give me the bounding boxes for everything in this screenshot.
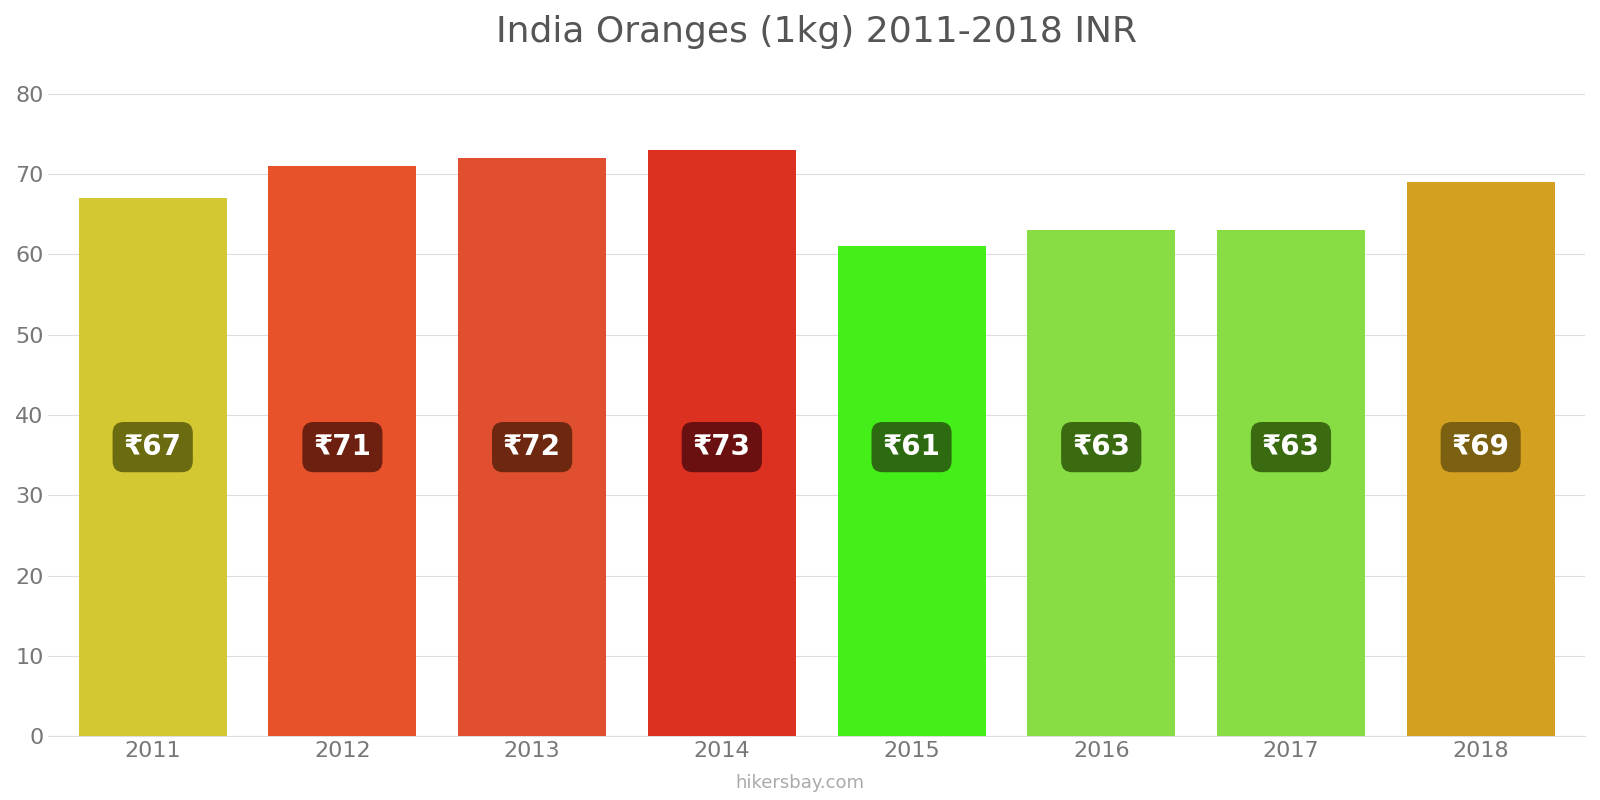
Bar [269,166,416,736]
Text: ₹63: ₹63 [1072,433,1130,461]
Bar [1218,230,1365,736]
Bar [78,198,227,736]
Bar [1406,182,1555,736]
Text: ₹61: ₹61 [883,433,941,461]
Text: ₹72: ₹72 [502,433,562,461]
Text: ₹67: ₹67 [123,433,182,461]
Bar [458,158,606,736]
Text: ₹69: ₹69 [1451,433,1509,461]
Bar [1027,230,1176,736]
Text: ₹73: ₹73 [693,433,750,461]
Text: ₹63: ₹63 [1262,433,1320,461]
Text: hikersbay.com: hikersbay.com [736,774,864,792]
Text: ₹71: ₹71 [314,433,371,461]
Bar [648,150,795,736]
Bar [837,246,986,736]
Title: India Oranges (1kg) 2011-2018 INR: India Oranges (1kg) 2011-2018 INR [496,15,1138,49]
